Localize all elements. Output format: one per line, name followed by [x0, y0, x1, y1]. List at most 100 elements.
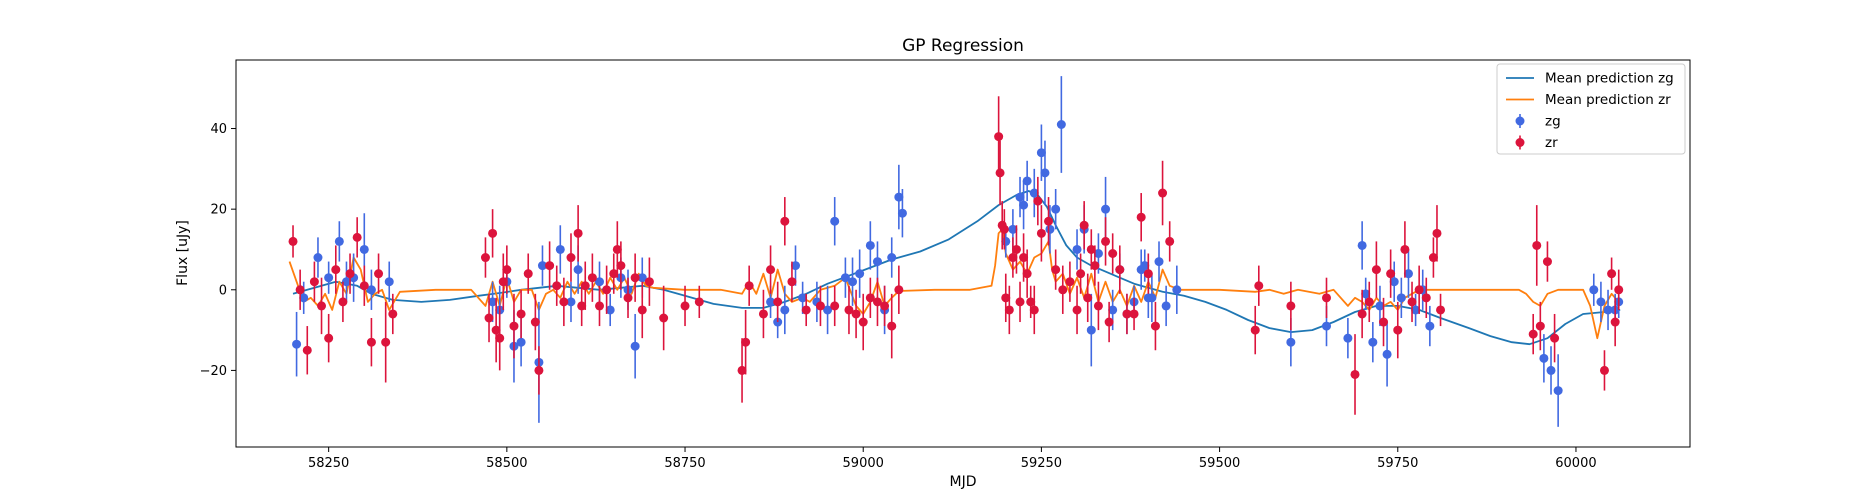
data-point [744, 281, 754, 291]
data-point [1589, 285, 1599, 295]
data-point [1428, 253, 1438, 263]
data-point [1072, 305, 1082, 315]
data-point [1539, 353, 1549, 363]
data-point [1400, 244, 1410, 254]
data-point [309, 277, 319, 287]
data-point [897, 208, 907, 218]
data-point [1008, 253, 1018, 263]
data-point [516, 309, 526, 319]
data-point [1546, 365, 1556, 375]
data-point [1079, 220, 1089, 230]
data-point [366, 285, 376, 295]
chart-title: GP Regression [902, 36, 1024, 56]
data-point [484, 313, 494, 323]
data-point [741, 337, 751, 347]
data-point [1286, 301, 1296, 311]
data-point [1019, 200, 1029, 210]
data-point [537, 261, 547, 271]
data-point [858, 317, 868, 327]
data-point [498, 277, 508, 287]
data-point [1393, 325, 1403, 335]
data-point [855, 269, 865, 279]
data-point [848, 277, 858, 287]
data-point [341, 277, 351, 287]
data-point [1286, 337, 1296, 347]
data-point [366, 337, 376, 347]
data-point [1532, 240, 1542, 250]
data-point [887, 253, 897, 263]
data-point [534, 365, 544, 375]
data-point [1056, 120, 1066, 129]
data-point [384, 277, 394, 287]
data-point [288, 236, 298, 246]
data-point [516, 337, 526, 347]
data-point [1101, 236, 1111, 246]
data-point [1436, 305, 1446, 315]
data-point [1603, 305, 1613, 315]
data-point [587, 273, 597, 283]
data-point [491, 325, 501, 335]
data-point [1375, 301, 1385, 311]
plot-area [288, 76, 1624, 427]
y-tick-label: 20 [210, 203, 227, 218]
data-point [480, 253, 490, 263]
data-point [830, 301, 840, 311]
data-point [1403, 269, 1413, 279]
data-point [1599, 365, 1609, 375]
data-point [352, 232, 362, 242]
data-point [1019, 253, 1029, 263]
data-point [791, 261, 801, 271]
data-point [1083, 293, 1093, 303]
data-point [616, 261, 626, 271]
data-point [1147, 293, 1157, 303]
data-point [758, 309, 768, 319]
data-point [295, 285, 305, 295]
data-point [1161, 301, 1171, 311]
data-point [1104, 317, 1114, 327]
data-point [1026, 297, 1036, 307]
data-point [1058, 285, 1068, 295]
data-point [317, 301, 327, 311]
data-point [381, 337, 391, 347]
data-point [694, 297, 704, 307]
data-point [780, 305, 790, 315]
data-point [1432, 228, 1442, 238]
data-point [787, 277, 797, 287]
data-point [1425, 321, 1435, 331]
data-point [612, 244, 622, 254]
data-point [1254, 281, 1264, 291]
data-point [566, 253, 576, 263]
data-point [1093, 301, 1103, 311]
data-point [894, 285, 904, 295]
data-point [1036, 148, 1046, 158]
data-point [1371, 265, 1381, 275]
data-point [1108, 249, 1118, 258]
data-point [299, 293, 309, 303]
data-point [345, 269, 355, 279]
data-point [573, 228, 583, 238]
data-point [1001, 236, 1011, 246]
data-point [1093, 249, 1103, 258]
data-point [1022, 176, 1032, 186]
data-point [1368, 337, 1378, 347]
data-point [545, 261, 555, 271]
data-point [374, 269, 384, 279]
data-point [865, 293, 875, 303]
y-tick-label: 0 [219, 283, 227, 298]
data-point [1115, 265, 1125, 275]
data-point [488, 297, 498, 307]
x-tick-label: 59250 [1021, 456, 1062, 471]
legend-box [1496, 63, 1686, 155]
data-point [1076, 269, 1086, 279]
data-point [1414, 285, 1424, 295]
data-point [1086, 244, 1096, 254]
data-point [1065, 277, 1075, 287]
data-point [1150, 321, 1160, 331]
data-point [894, 192, 904, 202]
data-point [555, 244, 565, 254]
data-point [1607, 269, 1617, 279]
data-point [1158, 188, 1168, 198]
data-point [302, 345, 312, 355]
data-point [334, 236, 344, 246]
x-tick-label: 58500 [486, 456, 527, 471]
